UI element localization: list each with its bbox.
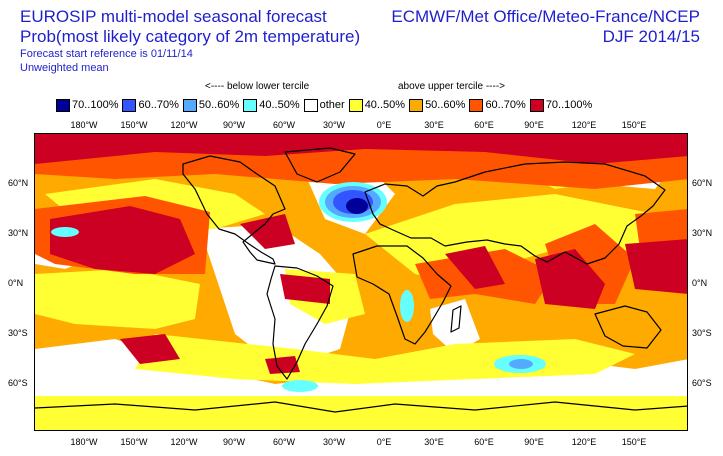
latitude-label: 60°S: [8, 378, 28, 388]
longitude-label: 30°W: [322, 437, 346, 447]
longitude-label: 60°W: [272, 437, 296, 447]
longitude-label: 60°E: [474, 120, 494, 130]
longitude-label: 120°W: [170, 120, 198, 130]
legend-item: 60..70%: [469, 98, 526, 112]
legend-label: 40..50%: [364, 99, 406, 111]
longitude-label: 90°E: [524, 437, 544, 447]
legend-swatch: [409, 98, 424, 112]
madagascar-coast: [450, 305, 462, 333]
legend-label: 60..70%: [138, 99, 179, 111]
latitude-label: 0°N: [692, 278, 708, 288]
probability-legend: 70..100% 60..70% 50..60% 40..50% other 40..50…: [56, 97, 596, 113]
subtitle-forecast-start: Forecast start reference is 01/11/14: [20, 48, 193, 60]
latitude-label: 30°N: [692, 228, 713, 238]
legend-label: 40..50%: [259, 99, 300, 111]
legend-item: 50..60%: [409, 98, 466, 112]
season-label: DJF 2014/15: [602, 27, 700, 46]
above-40-50-regions: [35, 159, 687, 430]
longitude-label: 120°E: [571, 437, 597, 447]
legend-swatch: [348, 98, 363, 112]
title-line2: Prob(most likely category of 2m temperat…: [20, 27, 361, 46]
legend-label: 60..70%: [485, 99, 526, 111]
north-america-coast: [182, 155, 286, 265]
africa-coast: [352, 245, 452, 345]
legend-swatch: [243, 98, 258, 112]
latitude-label: 60°N: [692, 178, 713, 188]
legend-item: other: [303, 98, 345, 112]
legend-label: 70..100%: [72, 99, 119, 111]
eurasia-coast: [364, 161, 666, 265]
source-centres: ECMWF/Met Office/Meteo-France/NCEP: [391, 7, 700, 26]
longitude-label: 120°W: [170, 437, 198, 447]
longitude-label: 60°W: [272, 120, 296, 130]
latitude-label: 60°S: [692, 378, 712, 388]
legend-swatch: [469, 98, 484, 112]
longitude-label: 30°E: [424, 120, 444, 130]
legend-item: 70..100%: [56, 98, 119, 112]
source-block: ECMWF/Met Office/Meteo-France/NCEP DJF 2…: [391, 7, 700, 47]
longitude-label: 150°E: [621, 120, 647, 130]
legend-item: 40..50%: [243, 98, 300, 112]
longitude-label: 0°E: [376, 437, 392, 447]
legend-item: 40..50%: [348, 98, 406, 112]
legend-label: other: [319, 99, 345, 111]
forecast-map: [34, 133, 688, 431]
longitude-label: 60°E: [474, 437, 494, 447]
longitude-label: 150°W: [120, 120, 148, 130]
legend-swatch: [182, 98, 197, 112]
below-tercile-regions: [51, 182, 546, 392]
probability-field: [35, 134, 687, 430]
legend-swatch: [303, 98, 318, 112]
legend-label: 50..60%: [198, 99, 240, 111]
subtitle-weighting: Unweighted mean: [20, 62, 109, 74]
latitude-label: 30°N: [8, 228, 29, 238]
legend-swatch: [56, 98, 70, 112]
longitude-label: 120°E: [571, 120, 597, 130]
legend-swatch: [529, 98, 544, 112]
legend-swatch: [122, 98, 137, 112]
above-70-100-regions: [35, 134, 687, 374]
longitude-label: 0°E: [376, 120, 392, 130]
latitude-label: 0°N: [8, 278, 24, 288]
longitude-label: 30°E: [424, 437, 444, 447]
legend-item: 50..60%: [182, 98, 240, 112]
coastlines: [35, 147, 687, 413]
longitude-label: 150°E: [621, 437, 647, 447]
longitude-label: 90°W: [222, 437, 246, 447]
longitude-label: 30°W: [322, 120, 346, 130]
longitude-label: 90°W: [222, 120, 246, 130]
legend-label: 50..60%: [425, 99, 466, 111]
title-block: EUROSIP multi-model seasonal forecast Pr…: [20, 7, 360, 75]
below-tercile-label: <---- below lower tercile: [205, 81, 310, 92]
australia-coast: [594, 305, 662, 349]
greenland-coast: [284, 147, 356, 183]
title-line1: EUROSIP multi-model seasonal forecast: [20, 7, 327, 26]
latitude-label: 30°S: [8, 328, 28, 338]
longitude-label: 180°W: [70, 437, 98, 447]
above-tercile-label: above upper tercile ---->: [398, 81, 505, 92]
longitude-label: 150°W: [120, 437, 148, 447]
latitude-label: 60°N: [8, 178, 29, 188]
antarctica-coast: [35, 401, 687, 413]
south-america-coast: [266, 265, 334, 380]
longitude-label: 180°W: [70, 120, 98, 130]
latitude-label: 30°S: [692, 328, 712, 338]
longitude-label: 90°E: [524, 120, 544, 130]
legend-item: 70..100%: [529, 98, 593, 112]
legend-item: 60..70%: [122, 98, 179, 112]
legend-label: 70..100%: [545, 99, 593, 111]
